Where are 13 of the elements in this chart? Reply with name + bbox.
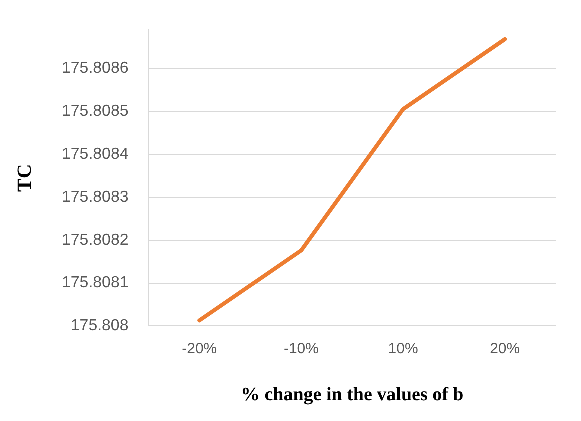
y-tick-label: 175.8083 [62, 188, 129, 206]
y-tick-label: 175.8085 [62, 102, 129, 120]
y-tick-label: 175.808 [70, 318, 129, 335]
x-tick-label: -20% [182, 340, 218, 358]
y-tick-label: 175.8082 [62, 232, 129, 249]
y-tick-label: 175.8084 [62, 146, 129, 163]
x-tick-label: -10% [284, 340, 319, 358]
x-tick-label: 20% [490, 340, 520, 358]
y-tick-label: 175.8086 [62, 60, 129, 78]
y-axis-title: TC [14, 164, 36, 192]
y-tick-label: 175.8081 [62, 274, 129, 292]
x-tick-label: 10% [388, 340, 418, 358]
x-axis-title: % change in the values of b [240, 384, 464, 406]
